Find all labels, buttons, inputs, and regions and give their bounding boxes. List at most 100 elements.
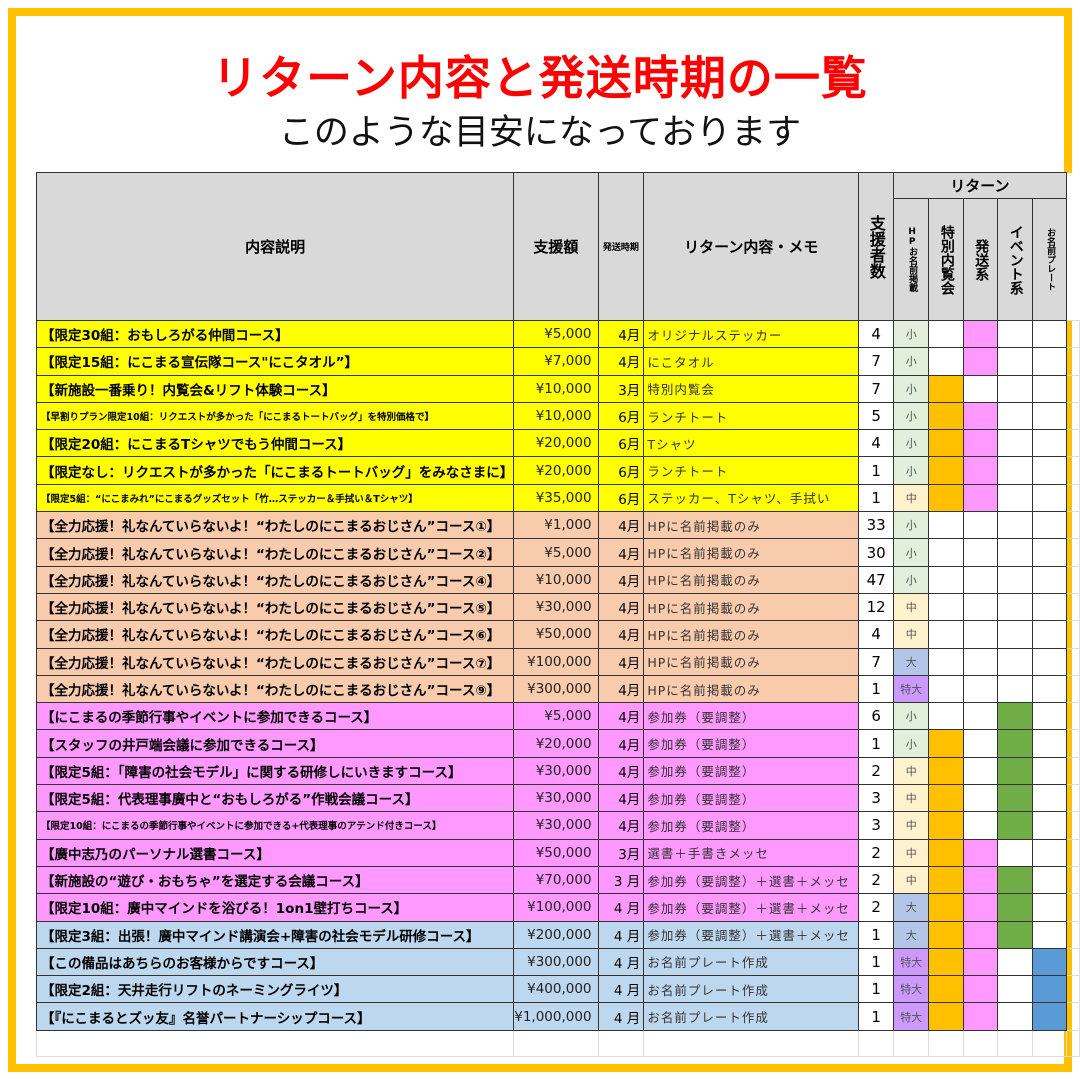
table-row: 【限定10組：にこまるの季節行事やイベントに参加できる+代表理事のアテンド付きコ… bbox=[35, 811, 1080, 840]
shipping-month: 4月 bbox=[597, 729, 645, 758]
return-memo: HPに名前掲載のみ bbox=[643, 511, 860, 540]
event-flag bbox=[997, 401, 1033, 431]
nameplate-flag bbox=[1031, 456, 1067, 485]
nameplate-flag bbox=[1031, 565, 1067, 594]
course-description: 【廣中志乃のパーソナル選書コース】 bbox=[35, 838, 515, 867]
event-flag bbox=[997, 811, 1033, 840]
table-row: 【廣中志乃のパーソナル選書コース】 ¥50,000 3月 選書＋手書きメッセ 2 中 bbox=[35, 838, 1080, 867]
shipping-flag bbox=[962, 784, 999, 813]
event-flag bbox=[997, 1002, 1033, 1031]
nameplate-flag bbox=[1031, 838, 1067, 867]
return-memo: 参加券（要調整） bbox=[643, 702, 860, 731]
grid-cell bbox=[1031, 1029, 1067, 1057]
hp-listing-size: 小 bbox=[893, 456, 930, 485]
support-amount: ¥30,000 bbox=[513, 784, 599, 813]
table-row: 【全力応援！礼なんていらないよ！“わたしのにこまるおじさん”コース②】 ¥5,00… bbox=[35, 538, 1080, 567]
supporter-count: 4 bbox=[858, 319, 895, 349]
hp-listing-size: 中 bbox=[893, 838, 930, 867]
header-returns: リターン bbox=[893, 172, 1067, 199]
table-row: 【全力応援！礼なんていらないよ！“わたしのにこまるおじさん”コース⑥】 ¥50,0… bbox=[35, 620, 1080, 649]
shipping-month: 3月 bbox=[597, 374, 645, 403]
support-amount: ¥5,000 bbox=[513, 538, 599, 567]
nameplate-flag bbox=[1031, 319, 1067, 349]
header-count: 支援者数 bbox=[858, 172, 895, 321]
grid-cell bbox=[1065, 811, 1080, 840]
nameplate-flag bbox=[1031, 647, 1067, 676]
grid-cell bbox=[1065, 838, 1080, 867]
header-memo: リターン内容・メモ bbox=[643, 172, 860, 321]
table-row: 【全力応援！礼なんていらないよ！“わたしのにこまるおじさん”コース①】 ¥1,00… bbox=[35, 511, 1080, 540]
nameplate-flag bbox=[1031, 511, 1067, 540]
hp-listing-size: 大 bbox=[893, 920, 930, 949]
event-flag bbox=[997, 483, 1033, 513]
shipping-month: 4月 bbox=[597, 565, 645, 594]
course-description: 【限定5組：「障害の社会モデル」に関する研修しにいきますコース】 bbox=[35, 756, 515, 786]
shipping-month: 4月 bbox=[597, 811, 645, 840]
nameplate-flag bbox=[1031, 920, 1067, 949]
shipping-month: 4月 bbox=[597, 784, 645, 813]
shipping-month: 4 月 bbox=[597, 920, 645, 949]
event-flag bbox=[997, 538, 1033, 567]
course-description: 【全力応援！礼なんていらないよ！“わたしのにこまるおじさん”コース⑨】 bbox=[35, 674, 515, 704]
hp-listing-size: 小 bbox=[893, 702, 930, 731]
shipping-month: 6月 bbox=[597, 456, 645, 485]
return-memo: お名前プレート作成 bbox=[643, 947, 860, 977]
shipping-flag bbox=[962, 483, 999, 513]
return-memo: 特別内覧会 bbox=[643, 374, 860, 403]
support-amount: ¥70,000 bbox=[513, 865, 599, 895]
hp-listing-size: 特大 bbox=[893, 1002, 930, 1031]
grid-cell bbox=[1065, 1002, 1080, 1031]
nameplate-flag bbox=[1031, 1002, 1067, 1031]
shipping-flag bbox=[962, 838, 999, 867]
course-description: 【新施設一番乗り！内覧会&リフト体験コース】 bbox=[35, 374, 515, 403]
nameplate-flag bbox=[1031, 811, 1067, 840]
shipping-flag bbox=[962, 975, 999, 1004]
return-memo: HPに名前掲載のみ bbox=[643, 592, 860, 622]
supporter-count: 2 bbox=[858, 838, 895, 867]
course-description: 【限定5組：代表理事廣中と“おもしろがる”作戦会議コース】 bbox=[35, 784, 515, 813]
returns-table: 内容説明 支援額 発送時期 リターン内容・メモ 支援者数 リターン HPお名前掲… bbox=[35, 172, 1080, 1057]
special-preview-flag bbox=[928, 620, 964, 649]
table-row: 【全力応援！礼なんていらないよ！“わたしのにこまるおじさん”コース⑦】 ¥100,… bbox=[35, 647, 1080, 676]
return-memo: HPに名前掲載のみ bbox=[643, 565, 860, 594]
header-plate: お名前プレート bbox=[1031, 198, 1067, 321]
shipping-month: 4月 bbox=[597, 319, 645, 349]
support-amount: ¥100,000 bbox=[513, 893, 599, 922]
course-description: 【限定5組：“にこまみれ”にこまるグッズセット「竹…ステッカー＆手拭い＆Tシャツ… bbox=[35, 483, 515, 513]
shipping-flag bbox=[962, 511, 999, 540]
event-flag bbox=[997, 920, 1033, 949]
page-subtitle: このような目安になっております bbox=[278, 113, 802, 153]
hp-listing-size: 小 bbox=[893, 565, 930, 594]
shipping-month: 4月 bbox=[597, 756, 645, 786]
empty-row bbox=[35, 1029, 1080, 1057]
shipping-flag bbox=[962, 429, 999, 458]
nameplate-flag bbox=[1031, 702, 1067, 731]
shipping-flag bbox=[962, 347, 999, 376]
support-amount: ¥300,000 bbox=[513, 947, 599, 977]
shipping-flag bbox=[962, 893, 999, 922]
support-amount: ¥5,000 bbox=[513, 702, 599, 731]
grid-cell bbox=[1065, 865, 1080, 895]
grid-cell bbox=[1065, 592, 1080, 622]
grid-cell bbox=[1065, 374, 1080, 403]
grid-cell bbox=[1065, 456, 1080, 485]
support-amount: ¥300,000 bbox=[513, 674, 599, 704]
nameplate-flag bbox=[1031, 592, 1067, 622]
page-title: リターン内容と発送時期の一覧 bbox=[212, 51, 868, 105]
grid-cell bbox=[1065, 538, 1080, 567]
hp-listing-size: 小 bbox=[893, 374, 930, 403]
return-memo: お名前プレート作成 bbox=[643, 1002, 860, 1031]
return-memo: HPに名前掲載のみ bbox=[643, 674, 860, 704]
table-row: 【限定10組：廣中マインドを浴びる！1on1壁打ちコース】 ¥100,000 4 月… bbox=[35, 893, 1080, 922]
course-description: 【限定10組：廣中マインドを浴びる！1on1壁打ちコース】 bbox=[35, 893, 515, 922]
table-row: 【新施設一番乗り！内覧会&リフト体験コース】 ¥10,000 3月 特別内覧会 7 小 bbox=[35, 374, 1080, 403]
supporter-count: 2 bbox=[858, 893, 895, 922]
grid-cell bbox=[1065, 620, 1080, 649]
course-description: 【全力応援！礼なんていらないよ！“わたしのにこまるおじさん”コース⑥】 bbox=[35, 620, 515, 649]
hp-listing-size: 小 bbox=[893, 511, 930, 540]
support-amount: ¥20,000 bbox=[513, 456, 599, 485]
return-memo: Tシャツ bbox=[643, 429, 860, 458]
hp-listing-size: 小 bbox=[893, 401, 930, 431]
supporter-count: 47 bbox=[858, 565, 895, 594]
table-row: 【限定2組：天井走行リフトのネーミングライツ】 ¥400,000 4 月お名前プレー… bbox=[35, 975, 1080, 1004]
